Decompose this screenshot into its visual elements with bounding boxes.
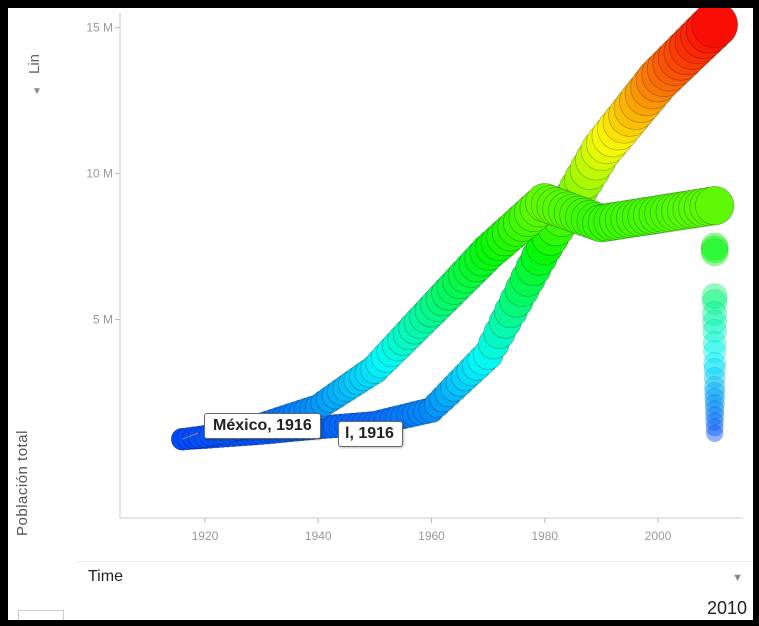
data-point bbox=[702, 310, 727, 335]
tooltip-mexico: México, 1916 bbox=[204, 413, 321, 439]
data-point bbox=[705, 406, 725, 426]
data-point bbox=[702, 331, 727, 355]
chart-plot: 1920 1940 1960 1980 2000 5 M 10 M 15 M bbox=[86, 8, 743, 543]
y-tick-label: 15 M bbox=[86, 21, 113, 35]
data-point bbox=[705, 412, 724, 431]
data-point bbox=[705, 424, 724, 443]
tooltip-secondary: l, 1916 bbox=[338, 421, 403, 447]
data-point bbox=[701, 289, 728, 315]
data-point bbox=[702, 319, 727, 344]
data-point bbox=[700, 238, 729, 267]
data-point bbox=[703, 358, 726, 381]
x-tick-label: 1940 bbox=[305, 529, 332, 543]
y-tick-label: 5 M bbox=[93, 313, 113, 327]
data-point bbox=[703, 367, 726, 389]
data-point bbox=[705, 418, 724, 437]
data-point bbox=[700, 232, 729, 261]
data-point bbox=[703, 340, 727, 364]
data-point bbox=[703, 352, 726, 375]
data-point bbox=[700, 235, 729, 264]
data-point bbox=[695, 186, 735, 226]
data-point bbox=[704, 382, 726, 403]
data-point bbox=[704, 388, 725, 409]
y-tick-label: 10 M bbox=[86, 167, 113, 181]
data-point bbox=[704, 376, 726, 398]
x-axis-selector-label: Time bbox=[88, 568, 123, 585]
chart-frame: Lin ▼ Población total 1920 1940 1960 1980 20… bbox=[8, 8, 753, 620]
data-point bbox=[704, 394, 725, 415]
tooltip-pointer bbox=[182, 432, 199, 440]
chevron-down-icon[interactable]: ▼ bbox=[32, 86, 42, 97]
x-tick-label: 2000 bbox=[645, 529, 672, 543]
chevron-down-icon: ▼ bbox=[732, 572, 743, 584]
x-tick-label: 1920 bbox=[192, 529, 219, 543]
play-button[interactable] bbox=[18, 610, 64, 620]
x-axis-selector[interactable]: Time ▼ bbox=[76, 561, 753, 592]
x-tick-label: 1960 bbox=[418, 529, 445, 543]
data-point bbox=[702, 301, 728, 327]
data-point bbox=[704, 400, 725, 420]
current-year-label: 2010 bbox=[706, 598, 747, 618]
data-point bbox=[701, 283, 728, 310]
data-point bbox=[691, 8, 738, 48]
x-tick-label: 1980 bbox=[531, 529, 558, 543]
